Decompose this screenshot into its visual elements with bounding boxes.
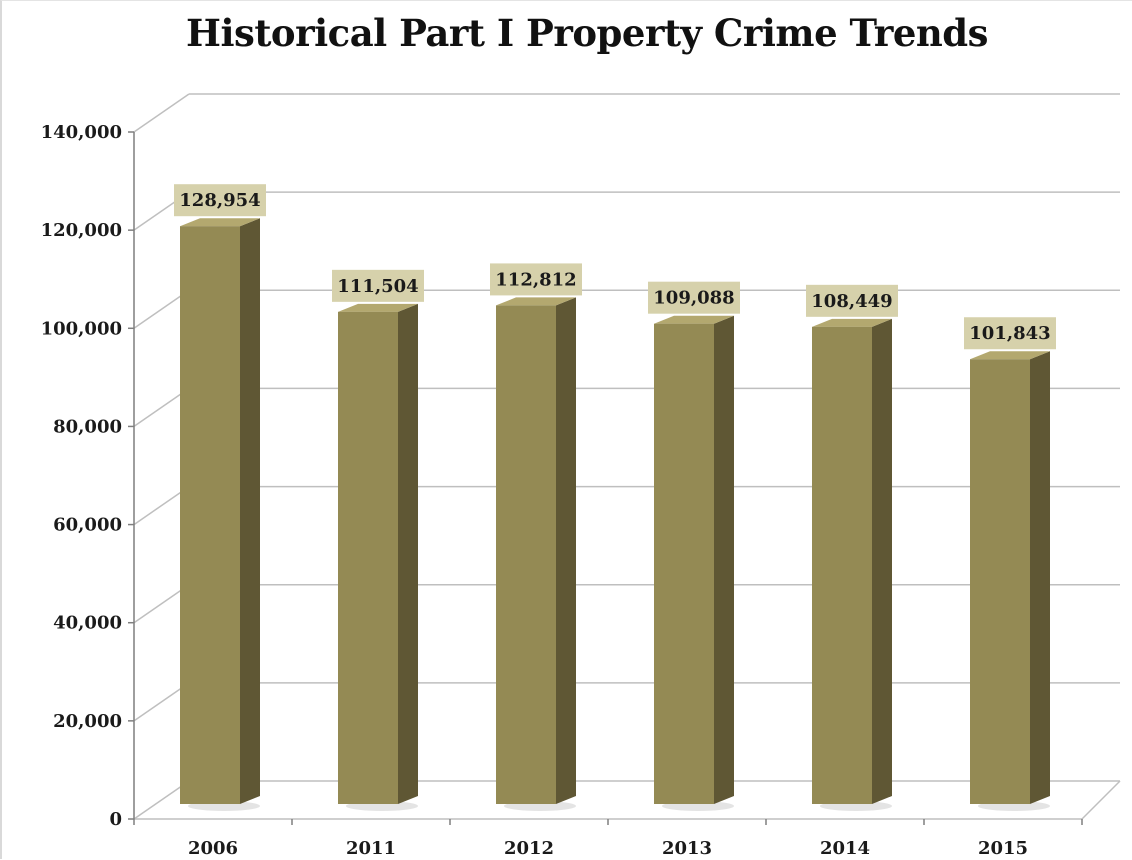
label-layer: 128,954 111,504 112,812 109,088 108,449 101,8… [174, 184, 1056, 350]
data-label: 111,504 [337, 276, 418, 297]
bar-side [872, 318, 892, 804]
bar-layer [180, 218, 1050, 811]
bar-top [970, 351, 1050, 360]
bar [338, 311, 398, 804]
bar-side [398, 303, 418, 804]
y-tick-label: 60,000 [53, 515, 122, 536]
bar-side [714, 315, 734, 804]
x-tick-label: 2006 [188, 838, 238, 859]
data-label: 101,843 [969, 323, 1050, 344]
y-tick-label: 100,000 [41, 318, 122, 339]
data-label-box [174, 184, 266, 217]
data-label-box [806, 284, 898, 317]
y-tick-label: 40,000 [53, 613, 122, 634]
bar [812, 326, 872, 804]
bar-side [556, 297, 576, 804]
floor-side-line [1081, 780, 1121, 820]
y-tick-label: 120,000 [41, 220, 122, 241]
data-label-box [490, 263, 582, 296]
x-tick-label: 2013 [662, 838, 712, 859]
y-tick-label: 0 [109, 809, 122, 830]
chart-title: Historical Part I Property Crime Trends [186, 11, 988, 55]
gridline-diagonal [133, 780, 190, 820]
gridline-diagonal [133, 93, 190, 133]
data-label-box [964, 317, 1056, 350]
bar-top [338, 303, 418, 312]
y-tick-label: 20,000 [53, 711, 122, 732]
bar-top [654, 315, 734, 324]
bar [180, 226, 240, 805]
bar-top [496, 297, 576, 306]
bar-top [812, 318, 892, 327]
gridline-diagonal [133, 485, 190, 526]
axis-layer: 0 20,000 40,000 60,000 80,000 100,000 120,000 1… [41, 122, 1083, 859]
data-label: 108,449 [811, 291, 892, 312]
data-label: 109,088 [653, 288, 734, 309]
x-tick-label: 2012 [504, 838, 554, 859]
x-tick-label: 2015 [978, 838, 1028, 859]
x-tick-label: 2011 [346, 838, 396, 859]
gridline-diagonal [133, 682, 190, 722]
bar [654, 323, 714, 804]
data-label-box [332, 269, 424, 302]
gridline-diagonal [133, 289, 190, 329]
bar-side [1030, 351, 1050, 804]
y-tick-label: 140,000 [41, 122, 122, 143]
gridline-diagonal [133, 584, 190, 624]
gridline-diagonal [133, 387, 190, 428]
y-tick-label: 80,000 [53, 416, 122, 437]
bar-side [240, 218, 260, 805]
bar [970, 359, 1030, 804]
bar-top [180, 218, 260, 227]
data-label: 128,954 [179, 190, 260, 211]
x-tick-label: 2014 [820, 838, 870, 859]
data-label: 112,812 [495, 269, 576, 290]
data-label-box [648, 281, 740, 314]
bar [496, 305, 556, 804]
